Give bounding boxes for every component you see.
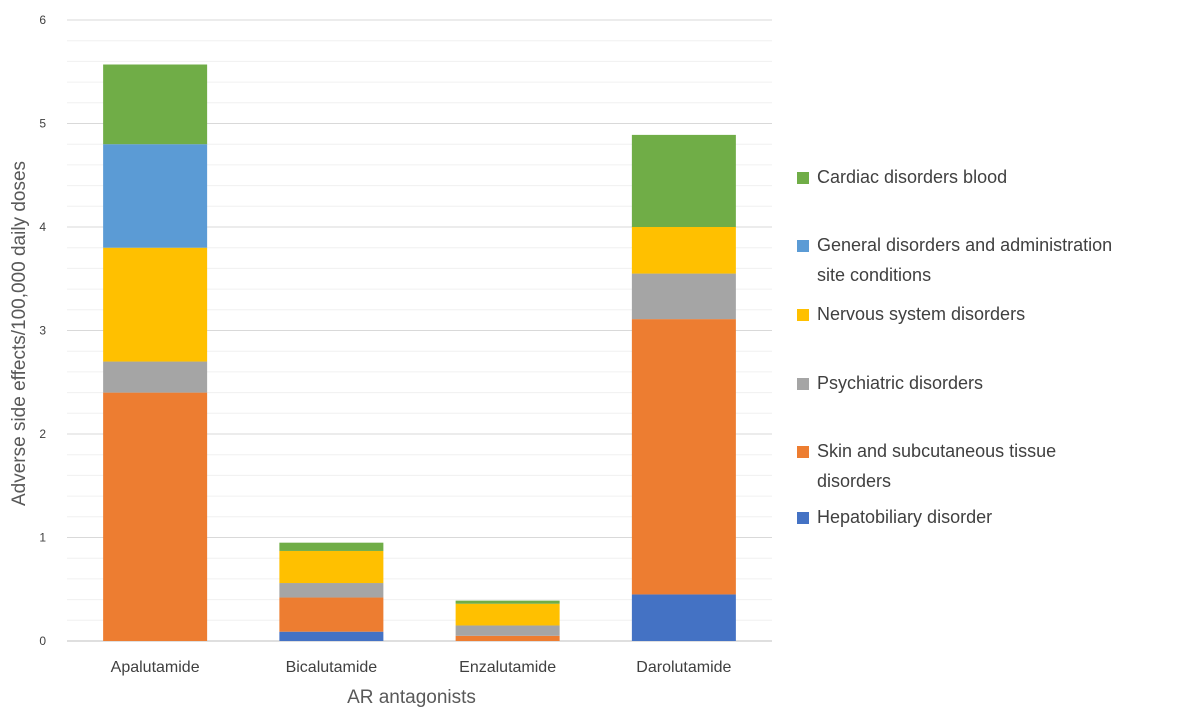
legend-item: Nervous system disorders [797, 304, 1025, 324]
y-tick-label: 6 [39, 13, 46, 27]
bar-segment [631, 594, 736, 641]
legend-label: Nervous system disorders [817, 304, 1025, 324]
x-tick-label: Darolutamide [636, 659, 731, 676]
x-axis-title: AR antagonists [347, 687, 476, 708]
legend-swatch [797, 172, 809, 184]
bar-segment [103, 144, 208, 248]
y-tick-label: 1 [39, 531, 46, 545]
bar-segment [279, 583, 384, 598]
y-tick-label: 5 [39, 117, 46, 131]
x-tick-label: Apalutamide [111, 659, 200, 676]
bar-segment [279, 631, 384, 641]
bar-segment [631, 227, 736, 274]
legend-item: Cardiac disorders blood [797, 167, 1007, 187]
legend-swatch [797, 512, 809, 524]
legend-swatch [797, 240, 809, 252]
bar-segment [455, 625, 560, 636]
x-tick-label: Bicalutamide [286, 659, 378, 676]
legend-item: General disorders and administration site… [797, 235, 1112, 285]
bar-segment [103, 392, 208, 641]
bar-segment [279, 597, 384, 632]
bar-segment [455, 603, 560, 626]
legend-label: Hepatobiliary disorder [817, 507, 992, 527]
y-tick-label: 4 [39, 220, 46, 234]
bars: Apalutamide Bicalutamide Enzalutamide Darol… [103, 64, 736, 676]
legend-swatch [797, 378, 809, 390]
bar-segment [631, 319, 736, 595]
legend-swatch [797, 446, 809, 458]
y-tick-label: 2 [39, 427, 46, 441]
legend-label: Psychiatric disorders [817, 373, 983, 393]
legend-item: Skin and subcutaneous tissue disorders [797, 441, 1056, 491]
bar-segment [279, 542, 384, 551]
bar-segment [631, 134, 736, 227]
bar-segment [103, 247, 208, 362]
legend-label: Cardiac disorders blood [817, 167, 1007, 187]
bar-segment [103, 361, 208, 393]
bar-segment [279, 550, 384, 584]
bar-segment [631, 273, 736, 320]
legend-swatch [797, 309, 809, 321]
legend-item: Psychiatric disorders [797, 373, 983, 393]
y-axis-title: Adverse side effects/100,000 daily doses [9, 161, 30, 506]
bar-segment [455, 600, 560, 604]
legend-label: Skin and subcutaneous tissue disorders [817, 441, 1056, 491]
y-tick-label: 0 [39, 634, 46, 648]
legend: Cardiac disorders blood General disorders… [797, 167, 1112, 527]
axes: AR antagonists Adverse side effects/100,… [9, 161, 476, 708]
x-tick-label: Enzalutamide [459, 659, 556, 676]
bar-segment [103, 64, 208, 145]
y-tick-label: 3 [39, 324, 46, 338]
legend-label: General disorders and administration site… [817, 235, 1112, 285]
legend-item: Hepatobiliary disorder [797, 507, 992, 527]
bar-segment [455, 635, 560, 641]
